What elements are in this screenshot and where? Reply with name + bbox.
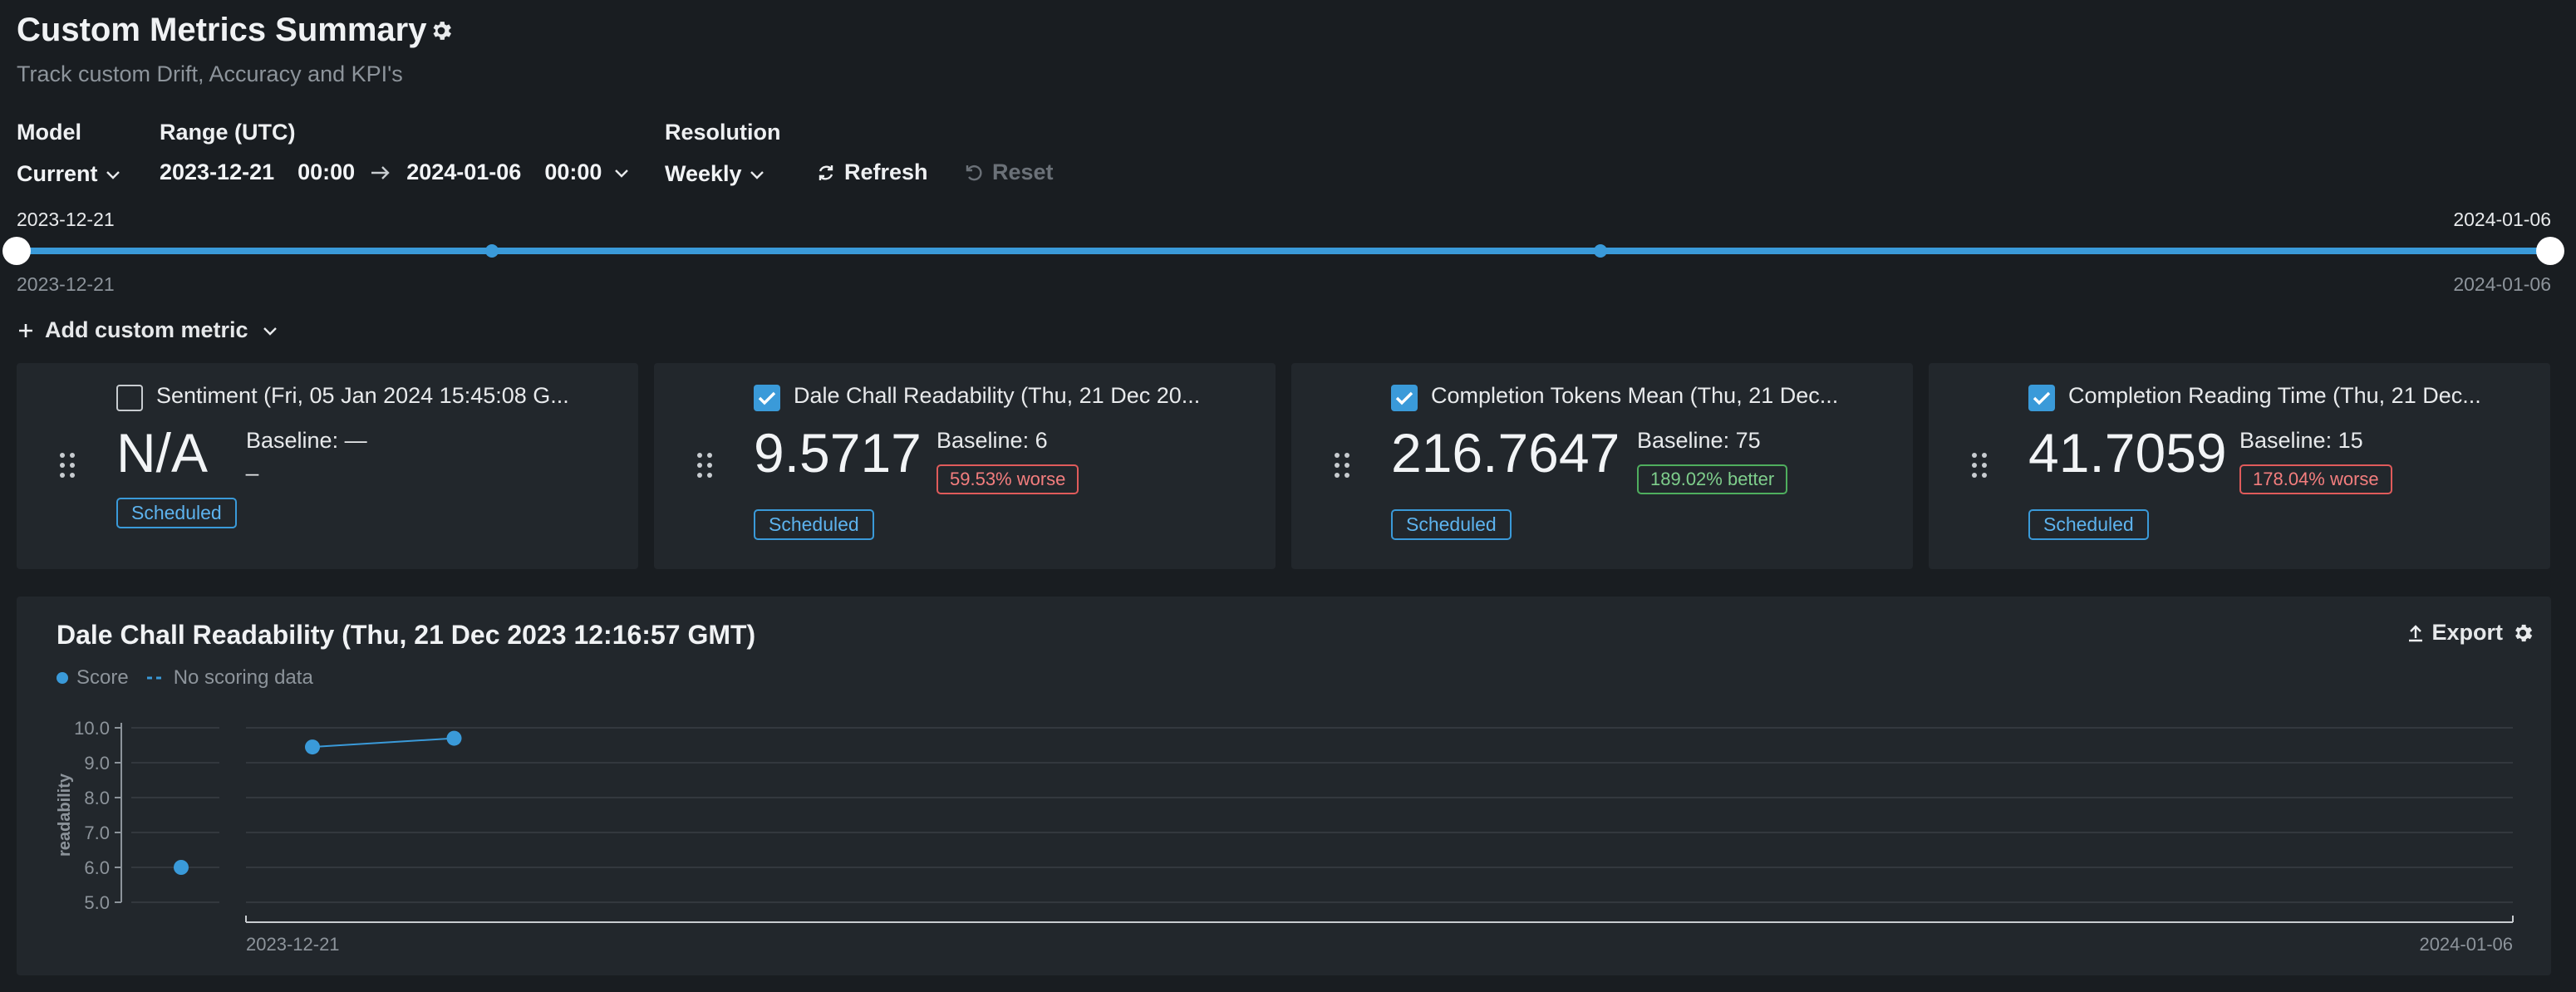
slider-start-label: 2023-12-21 bbox=[17, 209, 115, 230]
chevron-down-icon bbox=[106, 170, 120, 179]
legend-score-label: Score bbox=[76, 666, 129, 689]
slider-min-label: 2023-12-21 bbox=[17, 273, 115, 295]
drag-handle-icon[interactable] bbox=[696, 451, 714, 479]
model-label: Model bbox=[17, 120, 81, 145]
baseline-point bbox=[174, 860, 189, 875]
export-label: Export bbox=[2431, 620, 2503, 645]
model-value: Current bbox=[17, 161, 98, 186]
add-custom-metric-label: Add custom metric bbox=[45, 317, 248, 342]
resolution-label: Resolution bbox=[665, 120, 781, 145]
metric-title: Sentiment (Fri, 05 Jan 2024 15:45:08 G..… bbox=[156, 383, 569, 408]
upload-icon bbox=[2409, 624, 2423, 641]
score-series-line bbox=[312, 737, 455, 749]
model-select[interactable]: Current bbox=[17, 161, 121, 187]
arrow-right-icon bbox=[371, 165, 390, 179]
legend-score-dot bbox=[57, 672, 68, 684]
metric-card[interactable]: Completion Tokens Mean (Thu, 21 Dec... 21… bbox=[1291, 363, 1913, 569]
resolution-select[interactable]: Weekly bbox=[665, 161, 765, 187]
range-start-time: 00:00 bbox=[297, 160, 356, 184]
range-end-date: 2024-01-06 bbox=[406, 160, 522, 184]
slider-start-handle[interactable] bbox=[2, 237, 31, 265]
y-tick-label: 8.0 bbox=[84, 788, 110, 808]
gear-icon[interactable] bbox=[2511, 621, 2534, 645]
chart-panel: Dale Chall Readability (Thu, 21 Dec 2023… bbox=[17, 597, 2551, 975]
metric-value: 216.7647 bbox=[1391, 422, 1620, 484]
metric-change-badge: 178.04% worse bbox=[2239, 464, 2392, 494]
drag-handle-icon[interactable] bbox=[1970, 451, 1989, 479]
metric-card[interactable]: Dale Chall Readability (Thu, 21 Dec 20..… bbox=[654, 363, 1276, 569]
metric-checkbox[interactable] bbox=[2028, 385, 2055, 411]
score-point bbox=[446, 730, 462, 746]
status-badge: Scheduled bbox=[754, 509, 874, 540]
refresh-button[interactable]: Refresh bbox=[816, 160, 928, 185]
y-tick-label: 9.0 bbox=[84, 753, 110, 773]
plus-icon bbox=[19, 323, 32, 337]
export-button[interactable]: Export bbox=[2406, 620, 2503, 646]
metric-value: 9.5717 bbox=[754, 422, 922, 484]
y-tick-label: 7.0 bbox=[84, 823, 110, 843]
metric-baseline: Baseline: 15 bbox=[2239, 428, 2363, 453]
page-subtitle: Track custom Drift, Accuracy and KPI's bbox=[17, 61, 403, 86]
x-tick-label-start: 2023-12-21 bbox=[246, 934, 340, 955]
metric-change-badge: 189.02% better bbox=[1637, 464, 1788, 494]
y-tick-label: 6.0 bbox=[84, 857, 110, 878]
score-point bbox=[305, 739, 320, 755]
chart-title: Dale Chall Readability (Thu, 21 Dec 2023… bbox=[57, 620, 756, 650]
add-custom-metric-button[interactable]: Add custom metric bbox=[17, 317, 278, 343]
status-badge: Scheduled bbox=[2028, 509, 2149, 540]
slider-end-label: 2024-01-06 bbox=[2453, 209, 2551, 230]
range-end-time: 00:00 bbox=[544, 160, 602, 184]
metric-checkbox[interactable] bbox=[754, 385, 780, 411]
resolution-value: Weekly bbox=[665, 161, 742, 186]
refresh-label: Refresh bbox=[844, 160, 928, 184]
metric-title: Completion Reading Time (Thu, 21 Dec... bbox=[2068, 383, 2481, 408]
slider-max-label: 2024-01-06 bbox=[2453, 273, 2551, 295]
slider-end-handle[interactable] bbox=[2536, 237, 2564, 265]
refresh-icon bbox=[819, 165, 833, 180]
metric-value: 41.7059 bbox=[2028, 422, 2227, 484]
metric-checkbox[interactable] bbox=[116, 385, 143, 411]
undo-icon bbox=[966, 165, 982, 180]
drag-handle-icon[interactable] bbox=[1333, 451, 1351, 479]
chart-legend: Score No scoring data bbox=[57, 666, 313, 690]
x-tick-label-end: 2024-01-06 bbox=[2419, 934, 2513, 955]
metric-title: Completion Tokens Mean (Thu, 21 Dec... bbox=[1431, 383, 1839, 408]
metric-change-badge: 59.53% worse bbox=[937, 464, 1079, 494]
metric-card[interactable]: Completion Reading Time (Thu, 21 Dec... 4… bbox=[1929, 363, 2550, 569]
metric-card[interactable]: Sentiment (Fri, 05 Jan 2024 15:45:08 G..… bbox=[17, 363, 638, 569]
slider-marker bbox=[1594, 244, 1607, 258]
status-badge: Scheduled bbox=[1391, 509, 1512, 540]
legend-no-data-label: No scoring data bbox=[173, 666, 313, 689]
range-label: Range (UTC) bbox=[160, 120, 296, 145]
readability-chart: 10.0 9.0 8.0 7.0 6.0 5.0 readability 2023-12-21… bbox=[56, 718, 2514, 955]
y-tick-label: 10.0 bbox=[74, 718, 110, 739]
drag-handle-icon[interactable] bbox=[58, 451, 76, 479]
chevron-down-icon bbox=[750, 170, 764, 179]
metric-title: Dale Chall Readability (Thu, 21 Dec 20..… bbox=[794, 383, 1201, 408]
reset-label: Reset bbox=[992, 160, 1054, 184]
gear-icon[interactable] bbox=[429, 18, 454, 43]
range-slider-track[interactable] bbox=[17, 248, 2551, 254]
metric-checkbox[interactable] bbox=[1391, 385, 1418, 411]
reset-button[interactable]: Reset bbox=[964, 160, 1054, 185]
range-start-date: 2023-12-21 bbox=[160, 160, 275, 184]
status-badge: Scheduled bbox=[116, 498, 237, 528]
page-title: Custom Metrics Summary bbox=[17, 12, 427, 48]
chevron-down-icon bbox=[263, 327, 277, 336]
range-picker[interactable]: 2023-12-21 00:00 2024-01-06 00:00 bbox=[160, 160, 630, 185]
metric-baseline: Baseline: 75 bbox=[1637, 428, 1761, 453]
legend-dash-icon bbox=[146, 676, 165, 680]
metric-baseline: Baseline: 6 bbox=[937, 428, 1048, 453]
slider-marker bbox=[485, 244, 499, 258]
chevron-down-icon bbox=[615, 169, 629, 178]
metric-baseline-extra: _ bbox=[246, 451, 259, 476]
metric-baseline: Baseline: — bbox=[246, 428, 367, 453]
y-axis-label: readability bbox=[56, 773, 74, 857]
metric-value: N/A bbox=[116, 422, 209, 484]
y-tick-label: 5.0 bbox=[84, 892, 110, 913]
